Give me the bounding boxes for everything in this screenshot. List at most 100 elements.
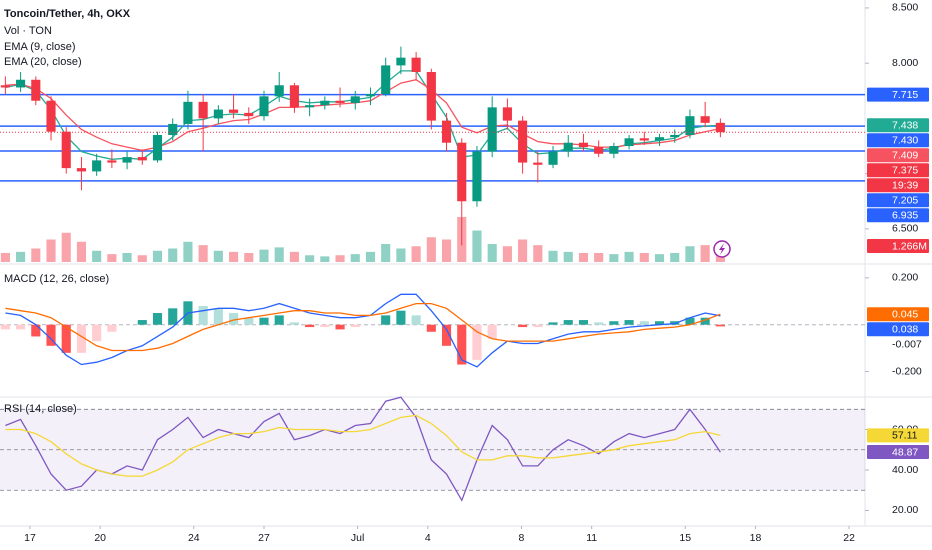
histogram-bar xyxy=(685,317,695,325)
volume-bar xyxy=(350,254,360,262)
price-label: 1.266M xyxy=(892,240,927,252)
histogram-bar xyxy=(335,324,345,330)
candle-body xyxy=(61,131,71,169)
signal-line xyxy=(5,302,721,352)
histogram-bar xyxy=(16,324,26,330)
candle-body xyxy=(0,85,10,88)
price-label: 7.375 xyxy=(892,165,918,177)
histogram-bar xyxy=(624,320,634,325)
x-tick-label: 20 xyxy=(94,532,106,544)
price-label: 7.430 xyxy=(892,135,918,147)
price-label-box xyxy=(867,87,929,102)
price-label: -0.007 xyxy=(892,338,922,350)
price-label-box xyxy=(867,322,929,337)
x-tick-label: Jul xyxy=(351,532,364,544)
candle-body xyxy=(670,134,680,138)
candle-body xyxy=(548,151,558,165)
histogram-bar xyxy=(305,324,315,328)
histogram-bar xyxy=(46,324,56,346)
histogram-bar xyxy=(654,321,665,325)
volume-bar xyxy=(76,241,87,262)
volume-bar xyxy=(16,251,26,262)
candle-body xyxy=(107,160,117,163)
histogram-bar xyxy=(594,322,604,325)
price-label: 7.715 xyxy=(892,89,918,101)
price-label-box xyxy=(867,148,929,163)
candle-body xyxy=(533,162,543,165)
histogram-bar xyxy=(168,308,178,325)
histogram-bar xyxy=(259,317,269,325)
price-label: 0.045 xyxy=(892,308,918,320)
histogram-bar xyxy=(639,321,649,325)
x-tick-label: 8 xyxy=(519,532,525,544)
replay-icon[interactable] xyxy=(713,240,731,258)
candle-body xyxy=(365,94,376,97)
histogram-bar xyxy=(61,324,71,353)
candle-body xyxy=(198,101,208,119)
price-label: 7.438 xyxy=(892,120,918,132)
x-tick-label: 11 xyxy=(586,532,597,544)
price-label: 19:39 xyxy=(892,180,918,192)
histogram-bar xyxy=(76,324,87,353)
candle-body xyxy=(441,120,452,143)
candle-body xyxy=(685,116,695,135)
histogram-bar xyxy=(229,313,239,325)
price-label-box xyxy=(867,163,929,178)
volume-bar xyxy=(533,245,543,262)
candle-body xyxy=(502,107,512,121)
histogram-bar xyxy=(198,305,208,325)
candle-body xyxy=(259,96,269,117)
histogram-bar xyxy=(213,308,223,325)
volume-bar xyxy=(670,253,680,262)
candle-body xyxy=(213,109,223,119)
volume-bar xyxy=(152,250,163,262)
candle-body xyxy=(624,138,634,147)
candle-body xyxy=(457,142,467,202)
histogram-bar xyxy=(137,320,147,325)
price-label: 57.11 xyxy=(892,430,918,442)
volume-bar xyxy=(654,254,665,262)
histogram-bar xyxy=(518,324,528,328)
histogram-bar xyxy=(700,317,710,325)
volume-bar xyxy=(31,248,41,262)
ema-line xyxy=(5,79,721,152)
price-label: 0.038 xyxy=(892,323,918,335)
y-tick-label: -0.200 xyxy=(892,365,922,377)
x-tick-label: 27 xyxy=(258,532,270,544)
histogram-bar xyxy=(441,324,452,346)
volume-bar xyxy=(122,253,132,262)
volume-bar xyxy=(0,253,10,262)
volume-bar xyxy=(472,230,482,262)
histogram-bar xyxy=(107,324,117,332)
volume-bar xyxy=(274,247,284,262)
histogram-bar xyxy=(487,324,497,339)
y-tick-label: 0.200 xyxy=(892,272,918,284)
candle-body xyxy=(289,85,299,108)
histogram-bar xyxy=(548,322,558,325)
histogram-bar xyxy=(457,324,467,365)
volume-bar xyxy=(548,250,558,262)
volume-bar xyxy=(259,249,269,262)
candle-body xyxy=(563,142,573,152)
price-label-box xyxy=(867,208,929,223)
price-label-box xyxy=(867,239,929,253)
histogram-bar xyxy=(0,324,10,330)
candle-body xyxy=(639,138,649,141)
histogram-bar xyxy=(244,317,254,325)
histogram-bar xyxy=(426,324,436,332)
histogram-bar xyxy=(609,321,619,325)
volume-bar xyxy=(183,241,193,262)
candle-body xyxy=(274,85,284,97)
candle-body xyxy=(92,160,102,172)
histogram-bar xyxy=(92,324,102,342)
rsi-ma-line xyxy=(5,414,721,477)
histogram-bar xyxy=(152,313,163,325)
macd-line xyxy=(5,293,721,368)
price-label: 48.87 xyxy=(892,446,918,458)
candle-body xyxy=(244,112,254,117)
volume-bar xyxy=(244,253,254,262)
price-label-box xyxy=(867,133,929,148)
volume-bar xyxy=(609,254,619,262)
candle-body xyxy=(152,134,163,161)
